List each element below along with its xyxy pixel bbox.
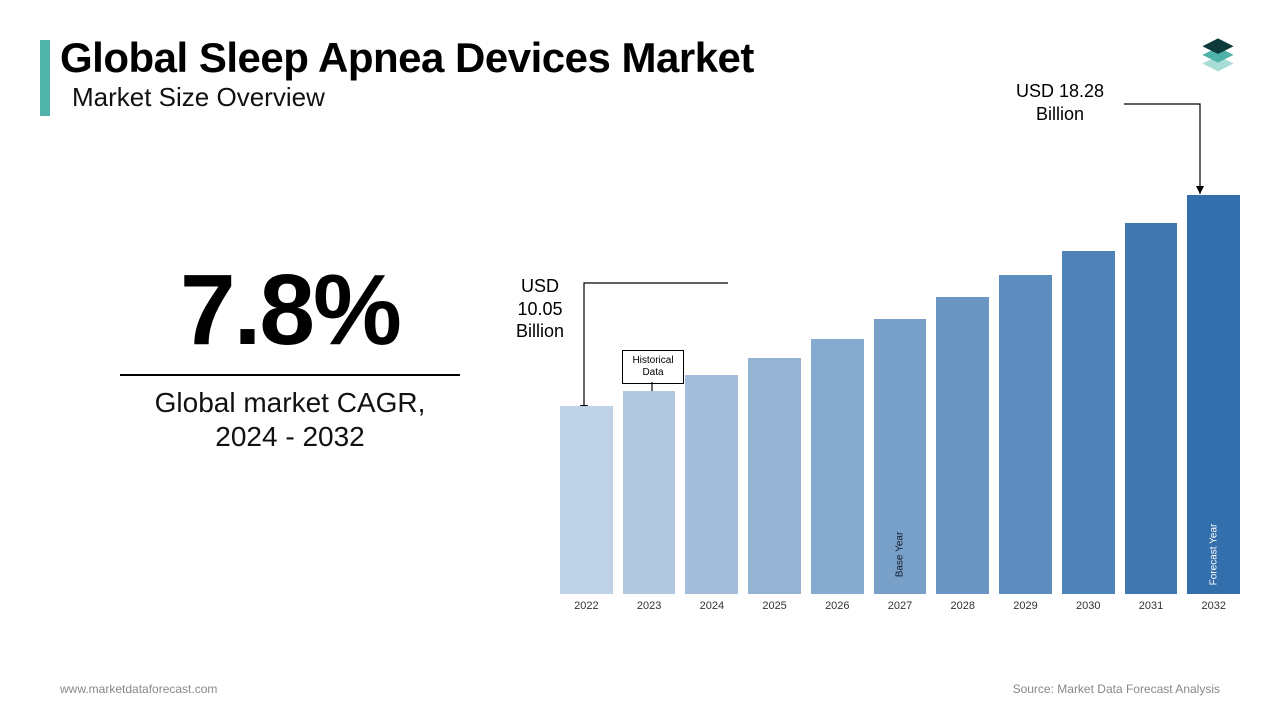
bars-row: 2022 2023 2024 2025 2026 Base Year 2027 2028 202… [560,132,1240,612]
cagr-block: 7.8% Global market CAGR, 2024 - 2032 [100,260,480,453]
bar-col: 2031 [1125,223,1178,612]
bar [999,275,1052,594]
callout-end-value: USD 18.28 Billion [990,80,1130,125]
cagr-divider [120,374,460,376]
bar-col: Forecast Year 2032 [1187,195,1240,612]
brand-logo [1192,28,1244,80]
footer-url: www.marketdataforecast.com [60,682,217,696]
year-label: 2022 [574,600,598,612]
bar-col: 2028 [936,297,989,612]
footer-source: Source: Market Data Forecast Analysis [1013,682,1220,696]
page-subtitle: Market Size Overview [72,82,325,113]
bar [811,339,864,594]
bar-col: 2024 [685,375,738,612]
bar [560,406,613,594]
bar-col: 2023 [623,391,676,612]
bar-col: 2025 [748,358,801,612]
bar-col: Base Year 2027 [874,319,927,612]
title-accent-bar [40,40,50,116]
bar-inner-label: Base Year [895,532,906,578]
bar [1062,251,1115,594]
bar [748,358,801,594]
cagr-label-line2: 2024 - 2032 [100,420,480,454]
year-label: 2028 [951,600,975,612]
year-label: 2026 [825,600,849,612]
bar-chart: USD 18.28 Billion USD 10.05 Billion Hist… [560,90,1240,640]
cagr-label-line1: Global market CAGR, [100,386,480,420]
bar: Forecast Year [1187,195,1240,594]
year-label: 2025 [762,600,786,612]
year-label: 2023 [637,600,661,612]
year-label: 2027 [888,600,912,612]
year-label: 2032 [1201,600,1225,612]
cagr-value: 7.8% [100,260,480,360]
page-title: Global Sleep Apnea Devices Market [60,34,754,82]
bar-col: 2022 [560,406,613,612]
bar-col: 2026 [811,339,864,612]
bar-col: 2029 [999,275,1052,612]
bar [1125,223,1178,594]
year-label: 2029 [1013,600,1037,612]
year-label: 2024 [700,600,724,612]
bar: Base Year [874,319,927,594]
bar-inner-label: Forecast Year [1208,524,1219,586]
year-label: 2030 [1076,600,1100,612]
year-label: 2031 [1139,600,1163,612]
bar-col: 2030 [1062,251,1115,612]
bar [623,391,676,594]
bar [685,375,738,594]
bar [936,297,989,594]
